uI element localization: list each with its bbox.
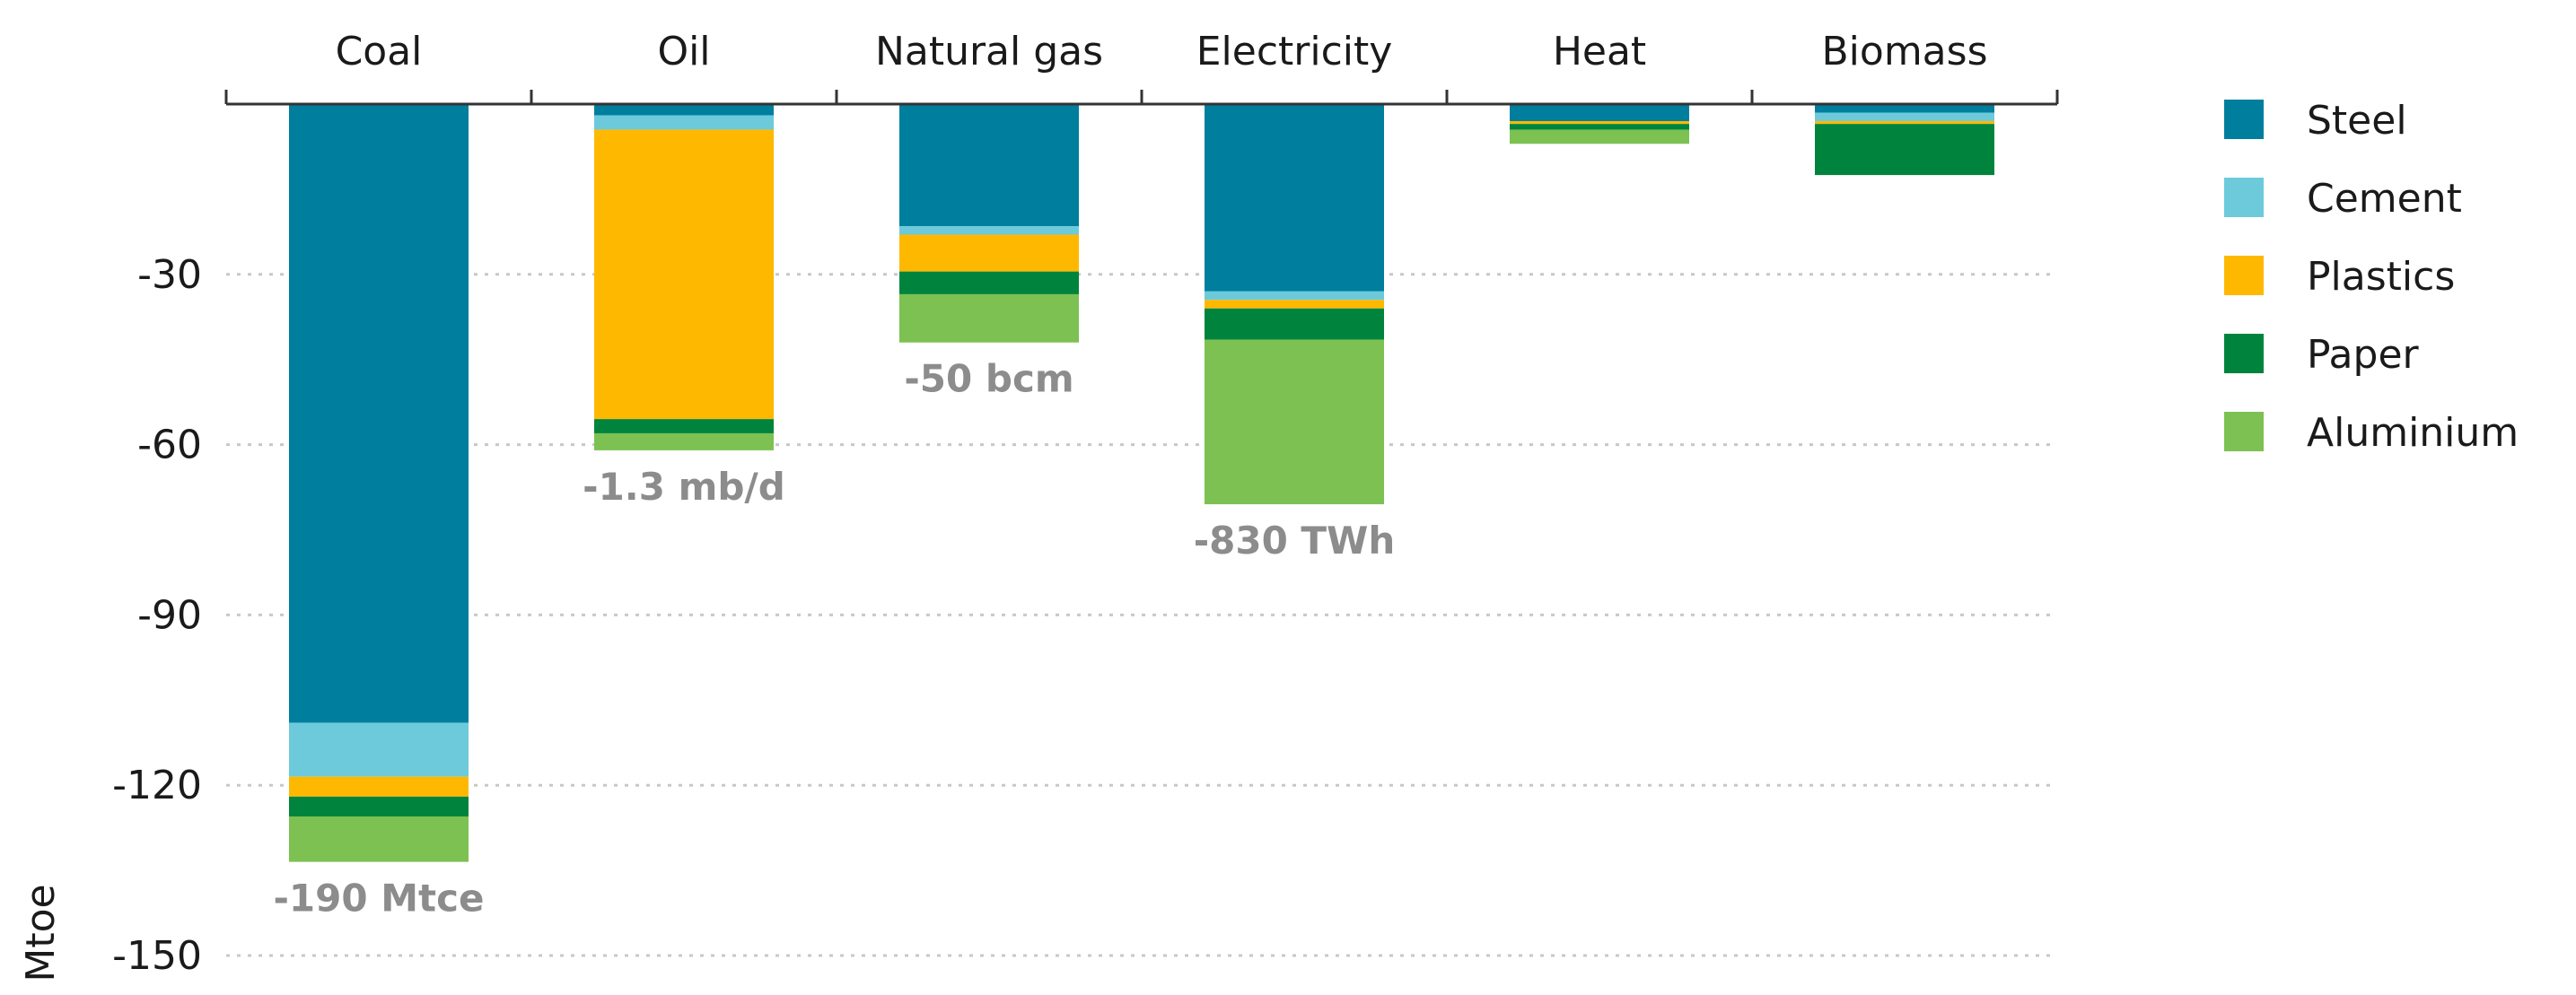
y-tick-label: -120 xyxy=(112,763,202,808)
bar-aluminium-electricity xyxy=(1205,339,1384,505)
legend-swatch-cement xyxy=(2224,178,2264,217)
bar-annotation: -50 bcm xyxy=(904,357,1073,401)
bar-paper-coal xyxy=(289,796,469,816)
y-tick-label: -90 xyxy=(137,592,202,638)
bar-cement-coal xyxy=(289,722,469,777)
bar-steel-oil xyxy=(594,104,774,116)
legend-swatch-paper xyxy=(2224,334,2264,373)
bar-paper-natural-gas xyxy=(899,271,1079,294)
bar-cement-natural-gas xyxy=(899,226,1079,235)
bar-plastics-coal xyxy=(289,776,469,797)
bar-plastics-electricity xyxy=(1205,300,1384,309)
bar-steel-biomass xyxy=(1815,104,1994,113)
bar-cement-electricity xyxy=(1205,291,1384,301)
legend-swatch-plastics xyxy=(2224,256,2264,295)
bar-steel-natural-gas xyxy=(899,104,1079,227)
bar-aluminium-heat xyxy=(1510,129,1689,144)
legend-swatch-steel xyxy=(2224,100,2264,139)
bar-steel-coal xyxy=(289,104,469,723)
legend-label-cement: Cement xyxy=(2307,176,2462,222)
x-category-label: Oil xyxy=(657,29,710,74)
bar-steel-electricity xyxy=(1205,104,1384,292)
y-tick-label: -30 xyxy=(137,252,202,298)
legend-label-plastics: Plastics xyxy=(2307,254,2455,300)
y-tick-label: -60 xyxy=(137,423,202,468)
legend-label-steel: Steel xyxy=(2307,98,2407,144)
bar-paper-electricity xyxy=(1205,308,1384,340)
legend-label-paper: Paper xyxy=(2307,332,2420,378)
bar-paper-heat xyxy=(1510,124,1689,130)
bar-steel-heat xyxy=(1510,104,1689,121)
bar-aluminium-coal xyxy=(289,816,469,862)
bar-plastics-biomass xyxy=(1815,120,1994,125)
y-axis-label: Mtoe xyxy=(18,884,64,982)
x-category-label: Heat xyxy=(1553,29,1646,74)
x-category-label: Biomass xyxy=(1821,29,1987,74)
x-category-label: Electricity xyxy=(1196,29,1393,74)
bar-annotation: -190 Mtce xyxy=(274,877,485,921)
x-category-label: Coal xyxy=(336,29,423,74)
legend-swatch-aluminium xyxy=(2224,412,2264,451)
bar-plastics-natural-gas xyxy=(899,234,1079,272)
bar-annotation: -830 TWh xyxy=(1194,519,1396,563)
bar-plastics-oil xyxy=(594,129,774,420)
bar-aluminium-oil xyxy=(594,432,774,450)
bar-paper-oil xyxy=(594,419,774,433)
bar-cement-oil xyxy=(594,115,774,130)
bar-annotation: -1.3 mb/d xyxy=(583,465,785,509)
bar-aluminium-natural-gas xyxy=(899,293,1079,343)
bar-paper-biomass xyxy=(1815,124,1994,176)
bar-plastics-heat xyxy=(1510,120,1689,125)
bar-cement-biomass xyxy=(1815,112,1994,121)
legend-label-aluminium: Aluminium xyxy=(2307,410,2519,456)
x-category-label: Natural gas xyxy=(875,29,1103,74)
y-tick-label: -150 xyxy=(112,933,202,979)
